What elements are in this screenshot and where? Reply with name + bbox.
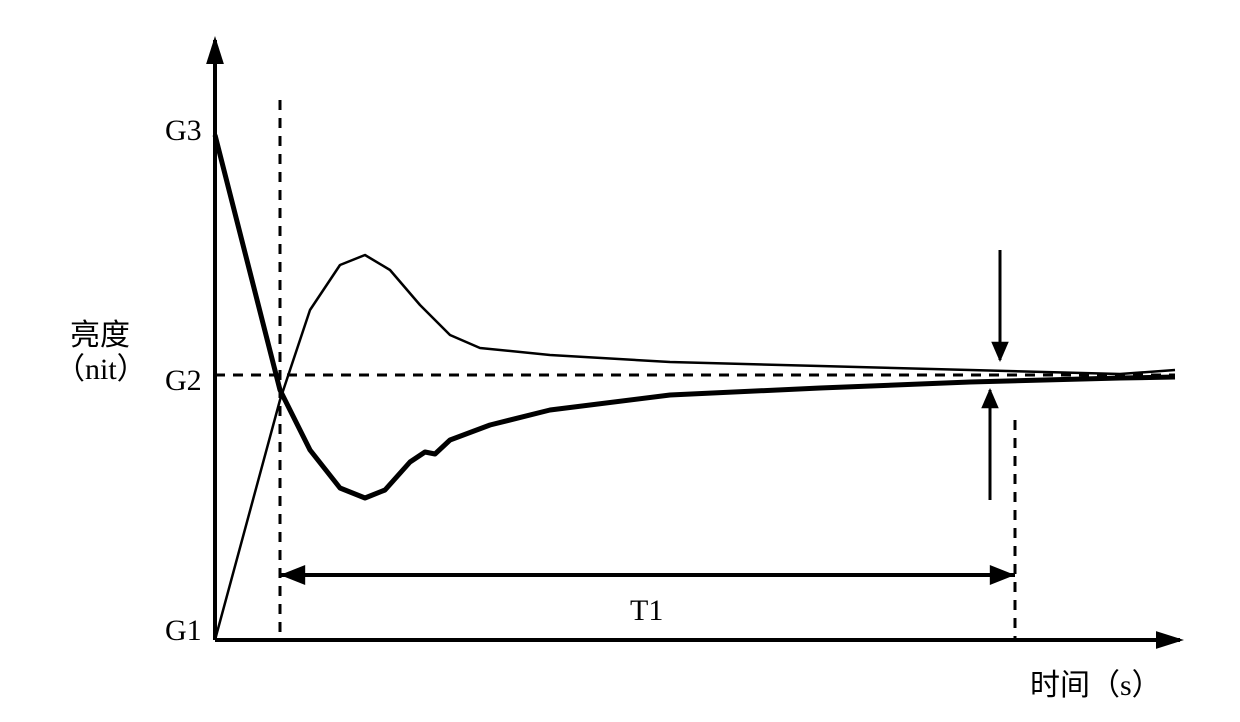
g1-tick-label: G1 — [165, 614, 202, 647]
g3-tick-label: G3 — [165, 114, 202, 147]
lower-convergence-arrow-icon — [981, 388, 999, 408]
y-axis-label-line2: （nit） — [55, 353, 147, 386]
x-axis-label: 时间（s） — [1030, 669, 1162, 702]
t1-label: T1 — [630, 594, 663, 627]
y-axis-arrow-icon — [206, 36, 224, 64]
rising-curve — [215, 255, 1175, 640]
upper-convergence-arrow-icon — [991, 342, 1009, 362]
chart-svg: 亮度（nit） 时间（s） G1 G2 G3 T1 — [20, 20, 1220, 702]
response-time-chart: 亮度（nit） 时间（s） G1 G2 G3 T1 — [20, 20, 1220, 702]
falling-curve — [215, 135, 1175, 498]
x-axis-arrow-icon — [1156, 631, 1184, 649]
y-axis-label-line1: 亮度 — [70, 319, 130, 352]
g2-tick-label: G2 — [165, 364, 202, 397]
t1-left-arrow-icon — [280, 565, 305, 585]
t1-right-arrow-icon — [990, 565, 1015, 585]
